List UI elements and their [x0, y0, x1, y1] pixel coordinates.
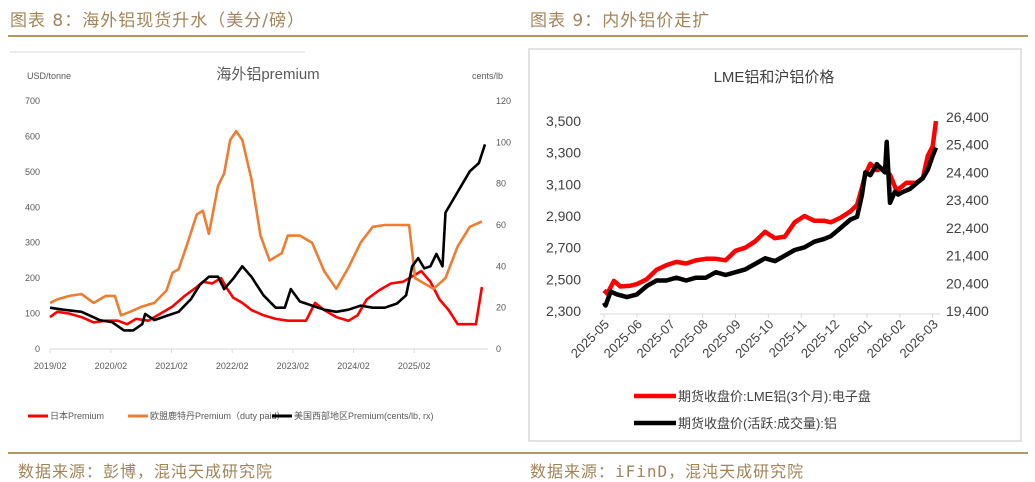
left-axis-unit: USD/tonne: [27, 71, 71, 81]
left-source-note: 数据来源：彭博，混沌天成研究院: [18, 462, 274, 481]
left-y-tick-label: 3,100: [546, 176, 581, 192]
right-axis-unit: cents/lb: [472, 71, 503, 81]
legend-label: 美国西部地区Premium(cents/lb, rx): [294, 410, 434, 421]
x-tick-label: 2022/02: [216, 361, 249, 371]
legend-label: 日本Premium: [50, 410, 104, 421]
legend-label: 期货收盘价:LME铝(3个月):电子盘: [678, 389, 871, 404]
x-tick-label: 2024/02: [337, 361, 370, 371]
left-y-tick-label: 700: [25, 96, 40, 106]
series-line-2: [49, 143, 487, 332]
left-chart-panel: 海外铝premium USD/tonne cents/lb 0 100 200 300…: [10, 44, 515, 444]
bottom-rule: [8, 452, 1028, 454]
series-line-0: [49, 269, 484, 326]
x-tick-label: 2025/02: [398, 361, 431, 371]
right-y-tick-label: 20,400: [946, 275, 989, 291]
right-y-tick-label: 0: [496, 344, 501, 354]
right-source-note: 数据来源：iFinD，混沌天成研究院: [530, 462, 805, 481]
left-y-tick-label: 2,700: [546, 240, 581, 256]
series-line-0: [602, 120, 939, 296]
right-y-tick-label: 20: [496, 303, 506, 313]
right-y-tick-label: 23,400: [946, 192, 989, 208]
right-y-tick-label: 60: [496, 220, 506, 230]
left-y-tick-label: 2,300: [546, 303, 581, 319]
left-y-tick-label: 2,500: [546, 271, 581, 287]
left-y-tick-label: 2,900: [546, 208, 581, 224]
right-y-tick-label: 40: [496, 261, 506, 271]
series-line-1: [602, 139, 939, 308]
top-rule: [8, 35, 1028, 37]
right-y-tick-label: 80: [496, 179, 506, 189]
left-y-tick-label: 3,500: [546, 113, 581, 129]
right-y-tick-label: 25,400: [946, 137, 989, 153]
x-tick-label: 2021/02: [155, 361, 188, 371]
legend-label: 期货收盘价(活跃:成交量):铝: [678, 416, 837, 431]
chart-title: 海外铝premium: [216, 66, 319, 83]
right-y-tick-label: 24,400: [946, 164, 989, 180]
series-line-1: [49, 129, 483, 317]
x-tick-label: 2023/02: [277, 361, 310, 371]
right-y-tick-label: 19,400: [946, 303, 989, 319]
left-y-tick-label: 0: [35, 344, 40, 354]
x-tick-label: 2020/02: [95, 361, 128, 371]
right-y-tick-label: 26,400: [946, 109, 989, 125]
right-y-tick-label: 120: [496, 96, 511, 106]
legend-label: 欧盟鹿特丹Premium（duty paid）: [150, 410, 286, 421]
right-y-tick-label: 100: [496, 137, 511, 147]
left-y-tick-label: 500: [25, 167, 40, 177]
x-tick-label: 2019/02: [34, 361, 67, 371]
right-chart-panel: LME铝和沪铝价格 2,300 2,500 2,700 2,900 3,100 3,300…: [528, 48, 1028, 444]
left-y-tick-label: 300: [25, 238, 40, 248]
right-y-tick-label: 21,400: [946, 248, 989, 264]
right-y-tick-label: 22,400: [946, 220, 989, 236]
chart-title: LME铝和沪铝价格: [714, 69, 835, 86]
left-y-tick-label: 100: [25, 309, 40, 319]
left-figure-title: 图表 8：海外铝现货升水（美分/磅）: [10, 11, 305, 31]
left-y-tick-label: 400: [25, 202, 40, 212]
left-chart: 海外铝premium USD/tonne cents/lb 0100200300…: [10, 51, 511, 421]
left-y-tick-label: 200: [25, 273, 40, 283]
right-figure-title: 图表 9：内外铝价走扩: [530, 11, 711, 31]
right-chart: LME铝和沪铝价格 2,300 2,500 2,700 2,900 3,100 3,300…: [528, 48, 1022, 442]
left-y-tick-label: 3,300: [546, 145, 581, 161]
left-y-tick-label: 600: [25, 131, 40, 141]
